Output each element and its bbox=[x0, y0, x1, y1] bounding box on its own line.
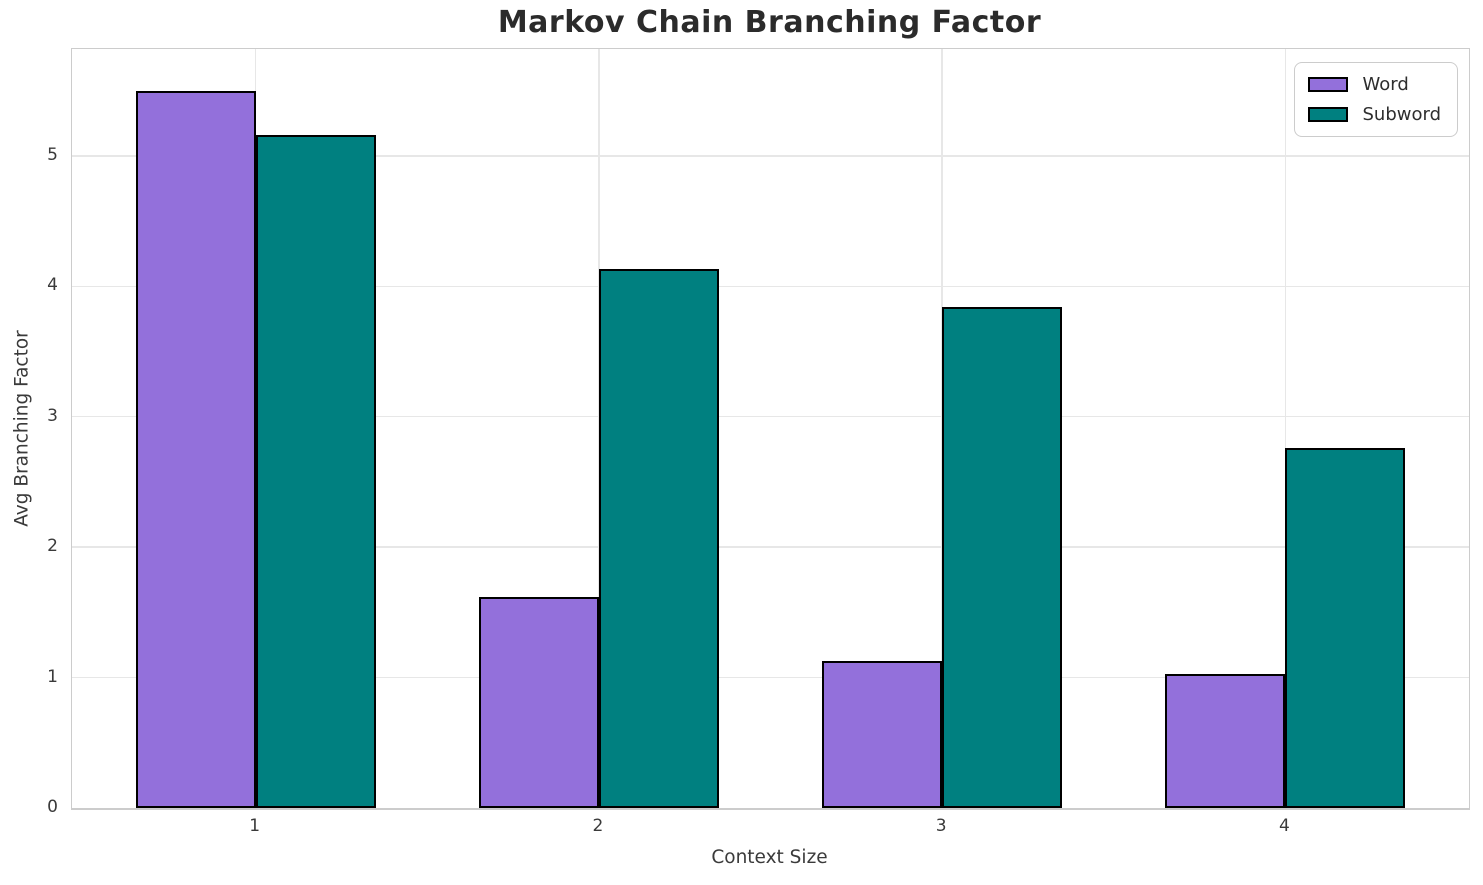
legend-swatch-subword-icon bbox=[1308, 107, 1349, 122]
y-tick-label-0: 0 bbox=[47, 797, 58, 817]
legend: Word Subword bbox=[1294, 62, 1458, 137]
y-tick-label-4: 4 bbox=[47, 275, 58, 296]
h-gridline-3 bbox=[72, 416, 1469, 418]
bar-word-4 bbox=[1165, 673, 1286, 808]
plot-area bbox=[71, 48, 1470, 810]
bar-subword-3 bbox=[942, 307, 1063, 808]
y-tick-label-2: 2 bbox=[47, 536, 58, 557]
h-gridline-5 bbox=[72, 155, 1469, 157]
legend-entry-word: Word bbox=[1308, 74, 1441, 95]
h-gridline-2 bbox=[72, 546, 1469, 548]
x-axis-label: Context Size bbox=[711, 847, 828, 868]
bar-subword-1 bbox=[255, 135, 376, 808]
bar-subword-4 bbox=[1285, 448, 1406, 808]
legend-entry-subword: Subword bbox=[1308, 104, 1441, 125]
legend-label-word: Word bbox=[1362, 74, 1409, 95]
x-tick-label-4: 4 bbox=[1278, 816, 1290, 836]
bar-word-2 bbox=[478, 596, 599, 808]
h-gridline-1 bbox=[72, 676, 1469, 679]
y-tick-label-1: 1 bbox=[47, 666, 58, 687]
y-axis-label: Avg Branching Factor bbox=[11, 330, 33, 527]
chart-title: Markov Chain Branching Factor bbox=[497, 5, 1042, 40]
v-gridline-3 bbox=[941, 49, 943, 808]
bar-word-1 bbox=[135, 90, 256, 808]
h-gridline-4 bbox=[72, 285, 1469, 288]
x-tick-label-1: 1 bbox=[249, 816, 261, 836]
bar-word-3 bbox=[821, 660, 943, 808]
bar-subword-2 bbox=[598, 269, 719, 808]
legend-label-subword: Subword bbox=[1362, 104, 1441, 125]
y-tick-label-5: 5 bbox=[47, 144, 58, 165]
legend-swatch-word-icon bbox=[1308, 77, 1349, 92]
v-gridline-2 bbox=[598, 49, 600, 808]
v-gridline-4 bbox=[1284, 49, 1287, 808]
x-tick-label-2: 2 bbox=[592, 816, 604, 836]
x-tick-label-3: 3 bbox=[935, 816, 947, 836]
y-tick-label-3: 3 bbox=[47, 405, 58, 426]
